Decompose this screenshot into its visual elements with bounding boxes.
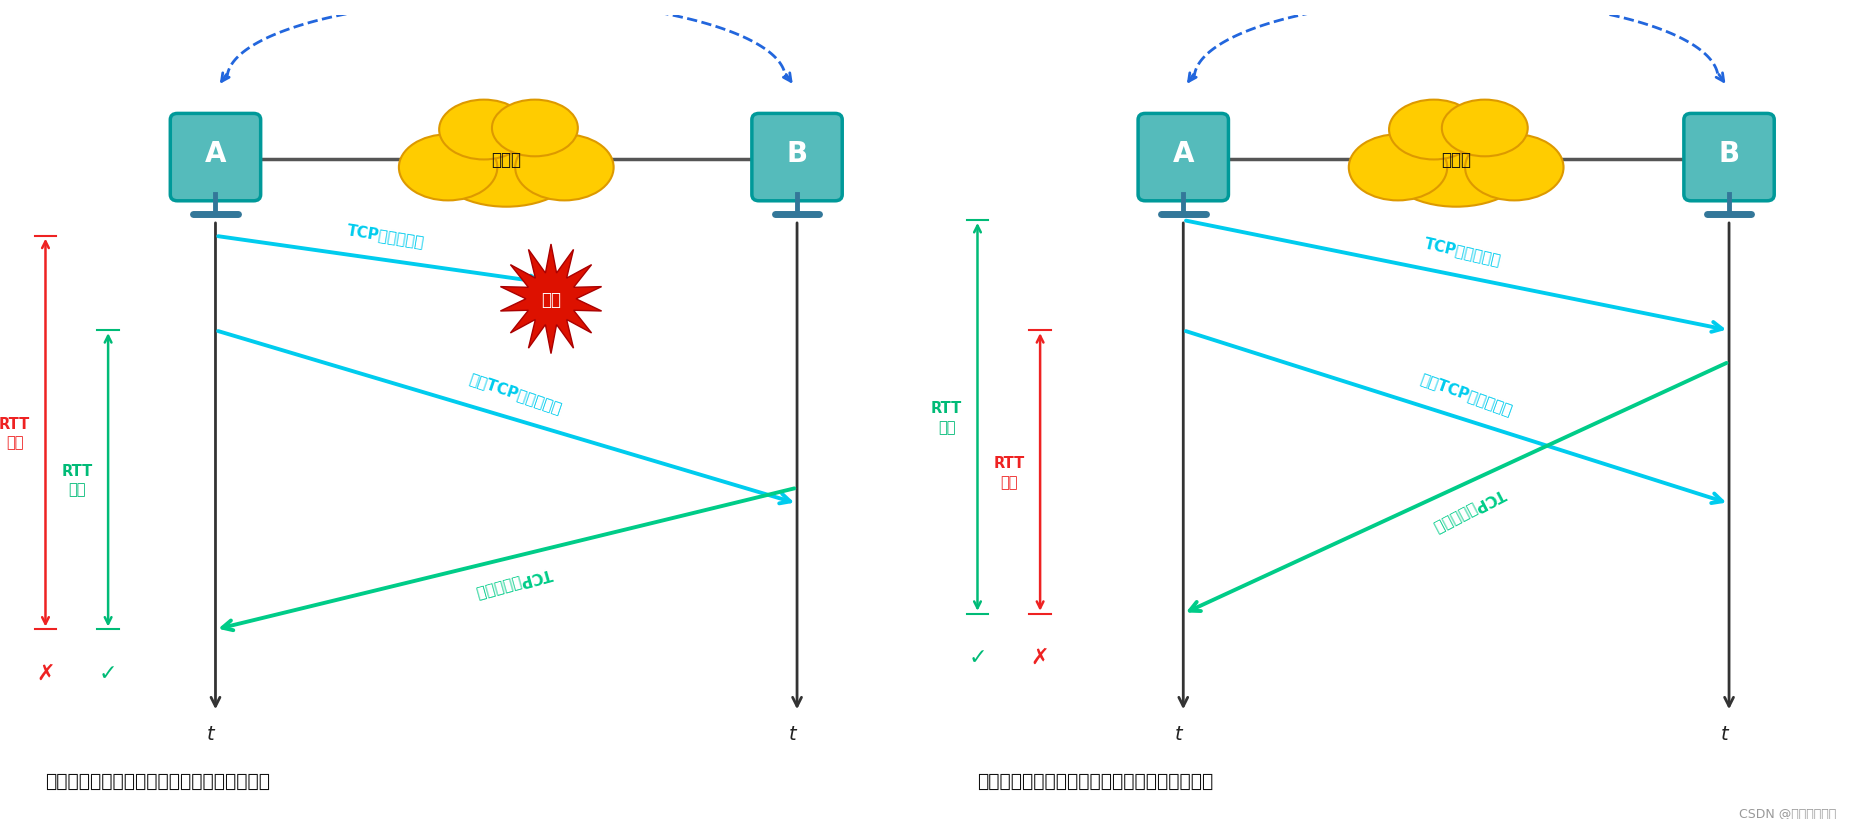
FancyBboxPatch shape <box>170 115 261 201</box>
Text: CSDN @行稳方能走远: CSDN @行稳方能走远 <box>1739 807 1836 819</box>
Text: TCP数据报文段: TCP数据报文段 <box>1422 235 1502 267</box>
Ellipse shape <box>1465 135 1564 201</box>
Ellipse shape <box>399 135 498 201</box>
FancyBboxPatch shape <box>1139 115 1228 201</box>
Text: RTT
样本: RTT 样本 <box>62 464 93 497</box>
Text: 源主机若误将确认当作是对原报文段的确认：: 源主机若误将确认当作是对原报文段的确认： <box>45 771 270 790</box>
Ellipse shape <box>1350 135 1446 201</box>
Text: B: B <box>1719 140 1739 168</box>
Ellipse shape <box>431 113 582 207</box>
Text: ✓: ✓ <box>99 663 117 683</box>
Text: ✓: ✓ <box>967 647 986 667</box>
Text: t: t <box>788 724 796 743</box>
Ellipse shape <box>1389 101 1478 161</box>
FancyBboxPatch shape <box>751 115 843 201</box>
Text: B: B <box>787 140 807 168</box>
Polygon shape <box>500 245 602 354</box>
Text: 丢失: 丢失 <box>541 291 561 309</box>
Ellipse shape <box>492 101 578 157</box>
Ellipse shape <box>1379 113 1532 207</box>
FancyBboxPatch shape <box>1683 115 1775 201</box>
Text: 因特网: 因特网 <box>1441 152 1471 170</box>
Text: t: t <box>1720 724 1728 743</box>
Text: A: A <box>1172 140 1195 168</box>
Text: 重传TCP数据报文段: 重传TCP数据报文段 <box>468 371 563 416</box>
Text: RTT
样本: RTT 样本 <box>930 400 962 434</box>
Text: RTT
样本: RTT 样本 <box>994 455 1025 489</box>
Ellipse shape <box>514 135 613 201</box>
Ellipse shape <box>440 101 529 161</box>
Text: ✗: ✗ <box>35 663 54 683</box>
Text: A: A <box>205 140 226 168</box>
Ellipse shape <box>1443 101 1528 157</box>
Text: t: t <box>207 724 214 743</box>
Text: 重传TCP数据报文段: 重传TCP数据报文段 <box>1419 370 1514 417</box>
Text: TCP数据报文段: TCP数据报文段 <box>347 222 425 249</box>
Text: 源主机若误将确认当作是对重传报文段的确认：: 源主机若误将确认当作是对重传报文段的确认： <box>977 771 1213 790</box>
Text: TCP确认报文段: TCP确认报文段 <box>473 565 554 601</box>
Text: RTT
样本: RTT 样本 <box>0 416 30 450</box>
Text: 因特网: 因特网 <box>492 152 522 170</box>
Text: TCP确认报文段: TCP确认报文段 <box>1432 486 1508 536</box>
Text: t: t <box>1174 724 1182 743</box>
Text: ✗: ✗ <box>1031 647 1049 667</box>
